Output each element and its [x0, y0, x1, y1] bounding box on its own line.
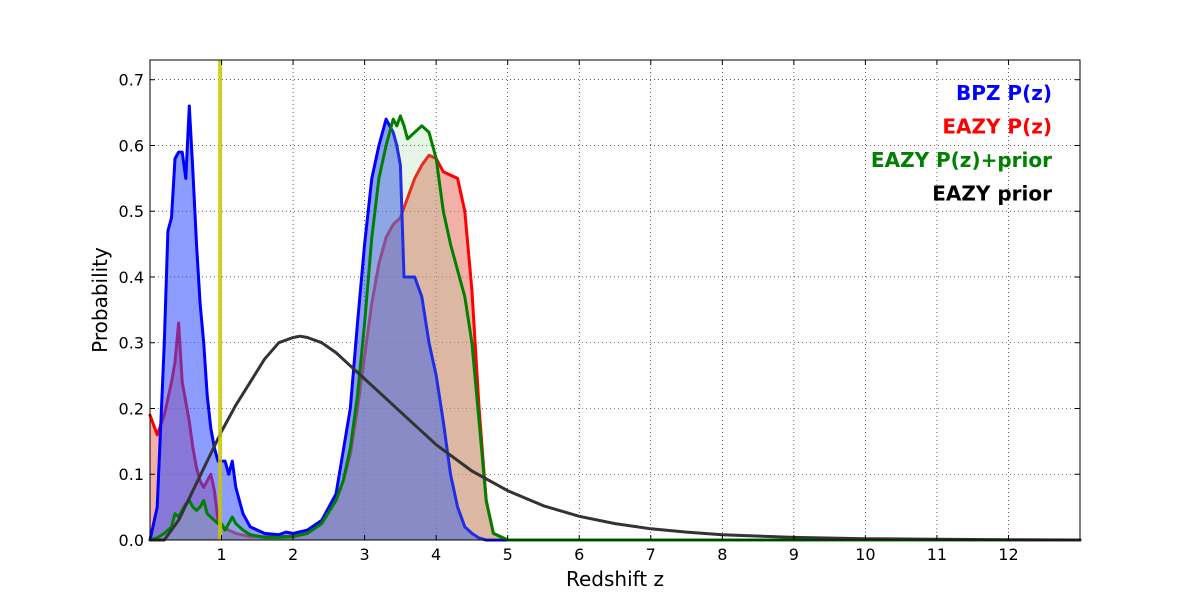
- legend-entry-eazy-prior: EAZY prior: [932, 182, 1052, 206]
- series-area-bpz-p-z: [150, 106, 1080, 540]
- y-tick-label: 0.5: [119, 202, 144, 221]
- x-tick-label: 2: [288, 545, 298, 564]
- x-tick-label: 4: [431, 545, 441, 564]
- x-tick-label: 5: [503, 545, 513, 564]
- series-line-eazy-p-z-prior: [148, 114, 1082, 542]
- x-tick-label: 6: [574, 545, 584, 564]
- vertical-marker-line: [218, 60, 223, 540]
- series-line-bpz-p-z: [148, 104, 1082, 542]
- series-area-eazy-p-z-prior: [150, 115, 1080, 541]
- x-tick-label: 9: [789, 545, 799, 564]
- x-tick-label: 7: [646, 545, 656, 564]
- marker-line-group: [218, 60, 223, 540]
- legend: BPZ P(z) EAZY P(z) EAZY P(z)+prior EAZY pri…: [871, 81, 1052, 206]
- series-area-eazy-p-z: [150, 155, 1080, 541]
- y-tick-label: 0.6: [119, 136, 144, 155]
- x-tick-label: 3: [360, 545, 370, 564]
- plot-frame: [149, 59, 1081, 541]
- x-tick-label: 11: [927, 545, 947, 564]
- x-axis-title: Redshift z: [566, 567, 664, 591]
- axis-ticks: 1 2 3 4 5 6 7 8 9 10 11 120.00.10.20.30.40.50.60.7: [119, 60, 1080, 564]
- x-tick-label: 1: [216, 545, 226, 564]
- y-axis-title: Probability: [88, 247, 112, 353]
- series-line-eazy-prior: [148, 334, 1082, 542]
- y-tick-label: 0.7: [119, 71, 144, 90]
- y-tick-label: 0.4: [119, 268, 144, 287]
- legend-entry-eazy-p-z-prior: EAZY P(z)+prior: [871, 148, 1052, 172]
- x-tick-label: 10: [855, 545, 875, 564]
- x-tick-label: 12: [998, 545, 1018, 564]
- y-tick-label: 0.0: [119, 531, 144, 550]
- y-tick-label: 0.2: [119, 399, 144, 418]
- legend-entry-bpz-p-z: BPZ P(z): [956, 81, 1052, 105]
- x-tick-label: 8: [717, 545, 727, 564]
- y-tick-label: 0.1: [119, 465, 144, 484]
- y-tick-label: 0.3: [119, 334, 144, 353]
- series-line-eazy-p-z: [148, 153, 1082, 542]
- series-group: [148, 104, 1082, 542]
- legend-entry-eazy-p-z: EAZY P(z): [942, 115, 1052, 139]
- grid: [150, 60, 1080, 540]
